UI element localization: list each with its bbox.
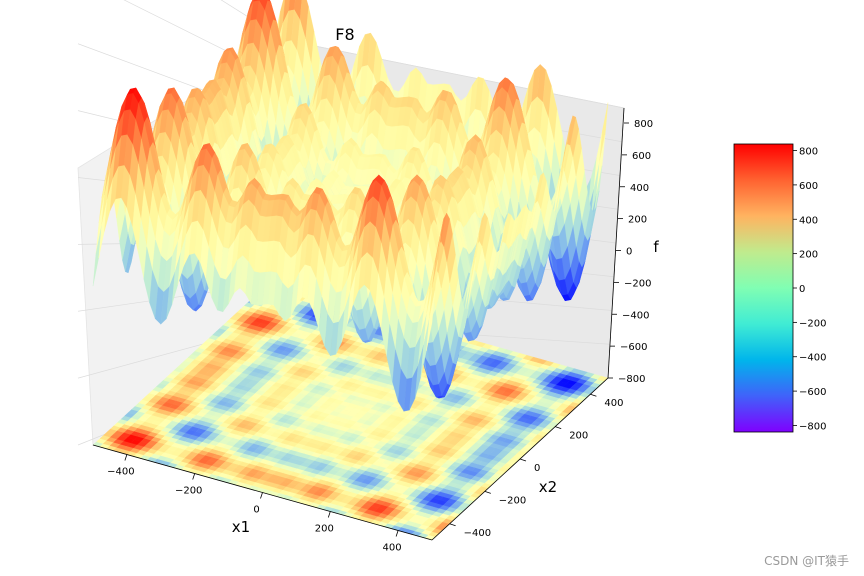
surface (92, 0, 609, 412)
grid-line (284, 39, 625, 109)
projected-contour (92, 282, 609, 541)
